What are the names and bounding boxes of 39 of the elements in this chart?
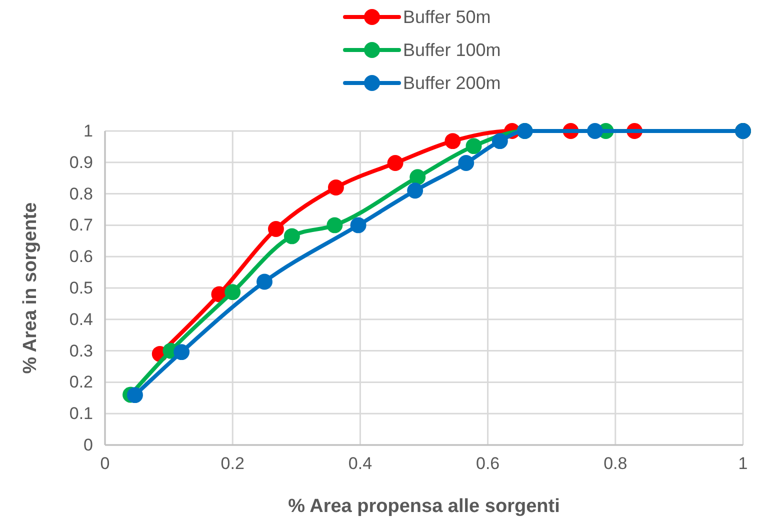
point — [492, 133, 508, 150]
y-tick-label: 0.1 — [69, 404, 93, 424]
point — [387, 155, 404, 171]
x-tick-label: 0 — [100, 454, 110, 474]
y-tick-label: 0.8 — [69, 184, 93, 204]
point — [410, 169, 426, 186]
y-tick-label: 0.2 — [69, 372, 93, 392]
x-tick-label: 0.6 — [476, 454, 500, 474]
x-tick-label: 1 — [738, 454, 748, 474]
y-tick-label: 0.9 — [69, 152, 93, 172]
point — [268, 221, 284, 237]
x-tick-label: 0.2 — [220, 454, 244, 474]
point — [328, 180, 344, 196]
y-tick-label: 0.6 — [69, 247, 93, 266]
point — [350, 217, 366, 234]
point — [284, 228, 300, 244]
x-tick-label: 0.4 — [348, 454, 372, 474]
point — [174, 344, 190, 360]
point — [407, 182, 424, 199]
y-tick-label: 0.7 — [69, 216, 93, 235]
legend-label: Buffer 50m — [403, 7, 491, 27]
point — [587, 123, 603, 139]
point — [127, 387, 143, 404]
point — [458, 155, 474, 171]
x-tick-label: 0.8 — [604, 454, 628, 474]
x-axis-title: % Area propensa alle sorgenti — [288, 496, 560, 517]
point — [256, 274, 272, 290]
legend-label: Buffer 200m — [403, 73, 501, 93]
y-tick-label: 0 — [84, 435, 93, 454]
point — [326, 217, 343, 234]
y-tick-label: 0.4 — [69, 310, 93, 329]
y-tick-label: 1 — [84, 121, 93, 140]
y-tick-label: 0.3 — [69, 341, 93, 360]
legend-label: Buffer 100m — [403, 40, 501, 60]
point — [466, 138, 482, 154]
point — [444, 133, 461, 150]
point — [224, 284, 241, 300]
y-tick-label: 0.5 — [69, 278, 93, 298]
y-axis-title: % Area in sorgente — [20, 202, 41, 374]
